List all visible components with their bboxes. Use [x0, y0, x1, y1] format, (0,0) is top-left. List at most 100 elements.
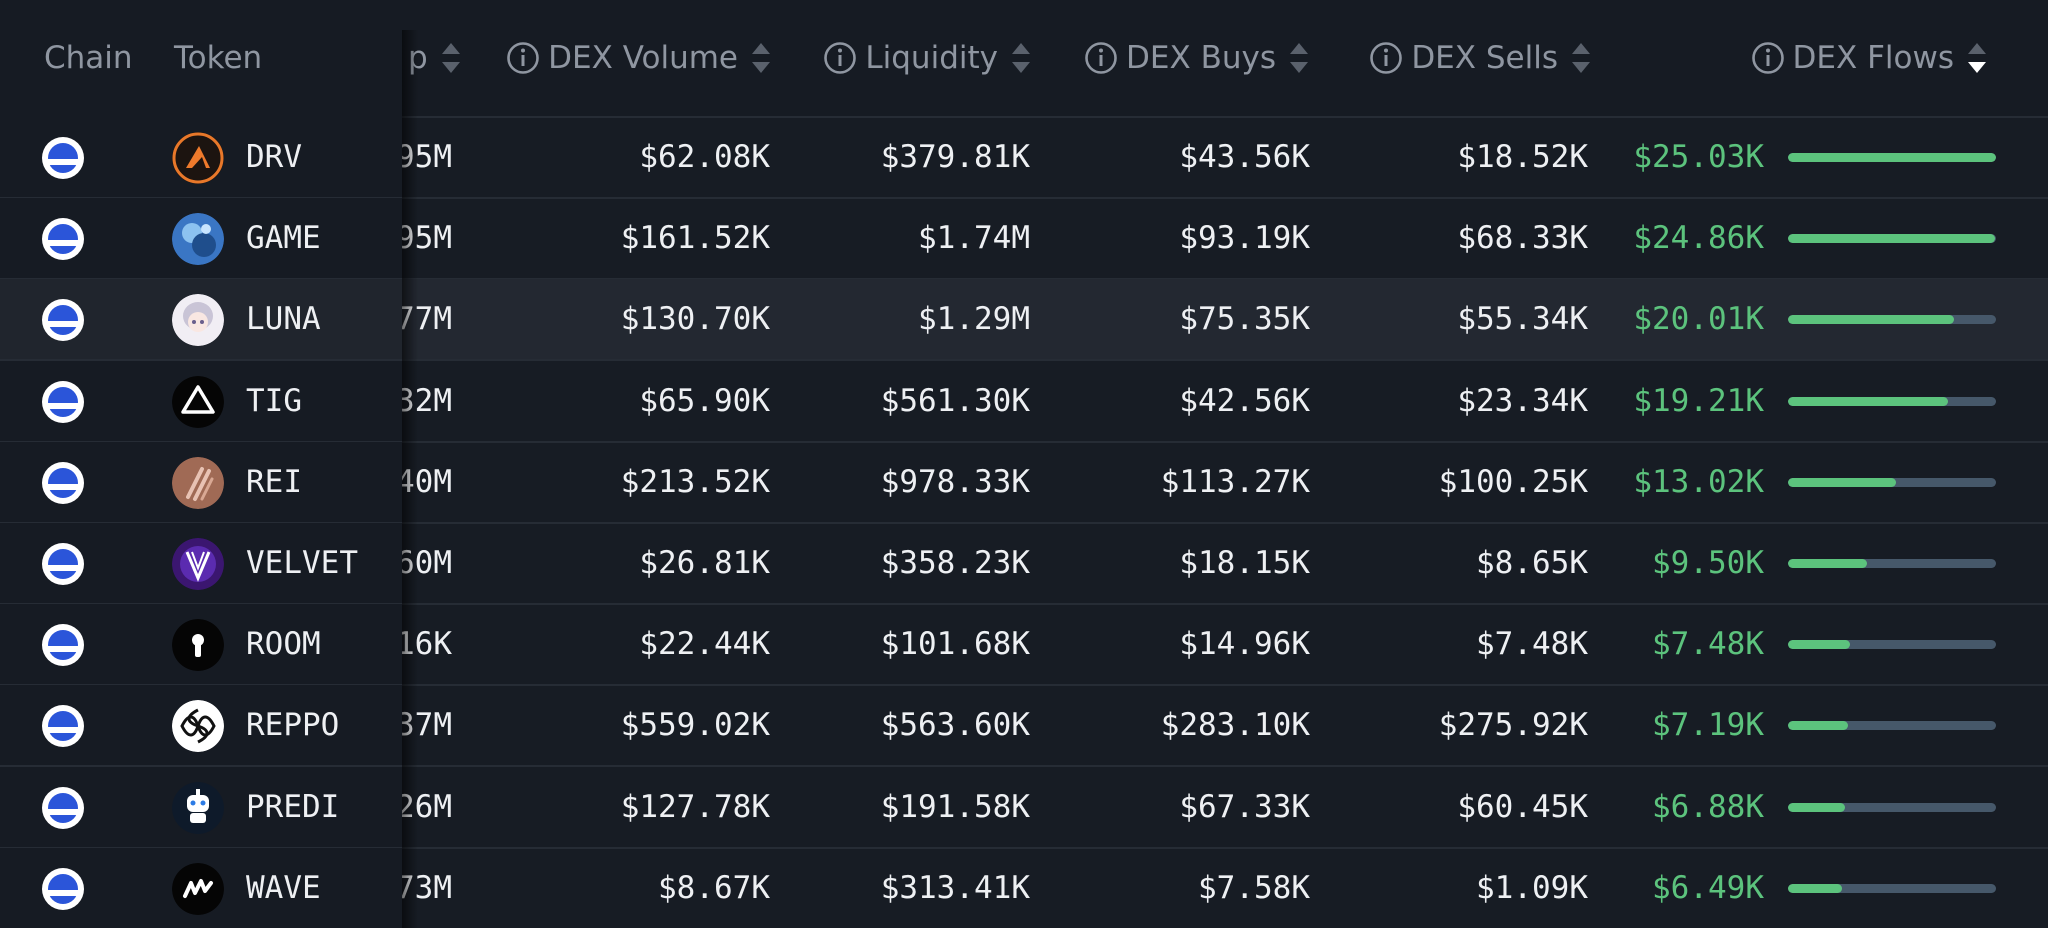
liquidity-cell: $313.41K — [880, 869, 1030, 906]
token-symbol[interactable]: DRV — [246, 139, 302, 175]
table-row[interactable]: 95M $62.08K $379.81K $43.56K $18.52K $25.03K — [0, 117, 2048, 199]
token-symbol[interactable]: VELVET — [246, 545, 358, 581]
token-symbol[interactable]: REPPO — [246, 707, 340, 744]
dex-sells-cell: $100.25K — [1438, 463, 1588, 500]
dex-volume-cell: $22.44K — [639, 626, 770, 663]
flow-bar — [1788, 315, 1996, 325]
column-header-dex-volume[interactable]: DEX Volume — [500, 0, 772, 116]
flow-bar — [1788, 802, 1996, 812]
dex-buys-cell: $14.96K — [1179, 626, 1310, 663]
token-symbol[interactable]: ROOM — [246, 626, 321, 663]
token-row[interactable]: REI — [0, 441, 402, 524]
column-header-chain[interactable]: Chain — [44, 40, 133, 76]
dex-flows-cell: $19.21K — [1633, 382, 1764, 419]
flow-bar — [1788, 153, 1996, 162]
table-row[interactable]: 37M $559.02K $563.60K $283.10K $275.92K $7.19… — [0, 685, 2048, 768]
dex-flows-cell: $25.03K — [1633, 139, 1764, 175]
info-circle-icon[interactable] — [1369, 41, 1403, 75]
column-label-dex-volume: DEX Volume — [548, 40, 738, 76]
token-row[interactable]: ROOM — [0, 604, 402, 687]
sort-descending-icon[interactable] — [1966, 40, 1988, 76]
liquidity-cell: $1.29M — [918, 301, 1030, 338]
token-row[interactable]: VELVET — [0, 523, 402, 605]
column-label-dex-sells: DEX Sells — [1411, 40, 1558, 76]
base-chain-icon — [42, 543, 84, 585]
table-row[interactable]: 95M $161.52K $1.74M $93.19K $68.33K $24.86K — [0, 198, 2048, 281]
flow-bar — [1788, 640, 1996, 650]
flow-bar — [1788, 559, 1996, 568]
table-row[interactable]: 40M $213.52K $978.33K $113.27K $100.25K $13.0… — [0, 442, 2048, 524]
dex-sells-cell: $275.92K — [1438, 707, 1588, 744]
dex-sells-cell: $55.34K — [1457, 301, 1588, 338]
token-row[interactable]: REPPO — [0, 685, 402, 768]
dex-buys-cell: $42.56K — [1179, 382, 1310, 419]
token-symbol[interactable]: REI — [246, 463, 302, 500]
flow-bar — [1788, 234, 1996, 244]
wave-token-avatar — [172, 862, 224, 915]
table-row[interactable]: 16K $22.44K $101.68K $14.96K $7.48K $7.48K — [0, 604, 2048, 687]
flow-bar-fill — [1788, 153, 1996, 162]
flow-bar — [1788, 883, 1996, 893]
flow-bar-fill — [1788, 477, 1897, 487]
sort-arrows-icon[interactable] — [750, 40, 772, 76]
token-symbol[interactable]: PREDI — [246, 788, 340, 825]
base-chain-icon — [42, 299, 84, 342]
info-circle-icon[interactable] — [1751, 41, 1785, 75]
dex-volume-cell: $559.02K — [620, 707, 770, 744]
flow-bar-fill — [1788, 802, 1846, 812]
base-chain-icon — [42, 867, 84, 910]
sort-arrows-icon[interactable] — [440, 40, 462, 76]
token-row[interactable]: WAVE — [0, 847, 402, 928]
token-symbol[interactable]: TIG — [246, 382, 302, 419]
flow-bar-fill — [1788, 640, 1851, 650]
flow-bar — [1788, 721, 1996, 731]
token-symbol[interactable]: LUNA — [246, 301, 321, 338]
base-chain-icon — [42, 461, 84, 504]
liquidity-cell: $358.23K — [880, 545, 1030, 581]
base-chain-icon — [42, 624, 84, 667]
token-row[interactable]: PREDI — [0, 766, 402, 849]
dex-flows-cell: $9.50K — [1652, 545, 1764, 581]
token-row[interactable]: GAME — [0, 198, 402, 281]
flow-bar-fill — [1788, 234, 1995, 244]
sort-arrows-icon[interactable] — [1010, 40, 1032, 76]
flow-bar-fill — [1788, 396, 1949, 406]
info-circle-icon[interactable] — [1084, 41, 1118, 75]
base-chain-icon — [42, 137, 84, 179]
column-header-dex-buys[interactable]: DEX Buys — [1060, 0, 1310, 116]
column-header-token[interactable]: Token — [174, 40, 263, 76]
dex-buys-cell: $18.15K — [1179, 545, 1310, 581]
column-header-dex-flows[interactable]: DEX Flows — [1700, 0, 1988, 116]
luna-token-avatar — [172, 294, 224, 347]
flow-bar-fill — [1788, 883, 1843, 893]
token-row[interactable]: TIG — [0, 360, 402, 443]
sort-arrows-icon[interactable] — [1288, 40, 1310, 76]
base-chain-icon — [42, 786, 84, 829]
column-header-dex-sells[interactable]: DEX Sells — [1340, 0, 1592, 116]
column-header-liquidity[interactable]: Liquidity — [800, 0, 1032, 116]
dex-flows-cell: $7.19K — [1652, 707, 1764, 744]
column-label-dex-flows: DEX Flows — [1792, 40, 1954, 76]
sort-arrows-icon[interactable] — [1570, 40, 1592, 76]
dex-sells-cell: $8.65K — [1476, 545, 1588, 581]
table-row[interactable]: 73M $8.67K $313.41K $7.58K $1.09K $6.49K — [0, 848, 2048, 928]
dex-volume-cell: $65.90K — [639, 382, 770, 419]
predi-token-avatar — [172, 781, 224, 834]
info-circle-icon[interactable] — [506, 41, 540, 75]
dex-volume-cell: $8.67K — [658, 869, 770, 906]
dex-buys-cell: $283.10K — [1160, 707, 1310, 744]
flow-bar-fill — [1788, 721, 1849, 731]
token-symbol[interactable]: WAVE — [246, 869, 321, 906]
token-symbol[interactable]: GAME — [246, 220, 321, 257]
liquidity-cell: $978.33K — [880, 463, 1030, 500]
dex-sells-cell: $23.34K — [1457, 382, 1588, 419]
dex-flows-cell: $24.86K — [1633, 220, 1764, 257]
token-row[interactable]: DRV — [0, 117, 402, 199]
dex-sells-cell: $60.45K — [1457, 788, 1588, 825]
liquidity-cell: $191.58K — [880, 788, 1030, 825]
dex-sells-cell: $18.52K — [1457, 139, 1588, 175]
info-circle-icon[interactable] — [823, 41, 857, 75]
dex-flows-cell: $20.01K — [1633, 301, 1764, 338]
token-row[interactable]: LUNA — [0, 279, 402, 362]
